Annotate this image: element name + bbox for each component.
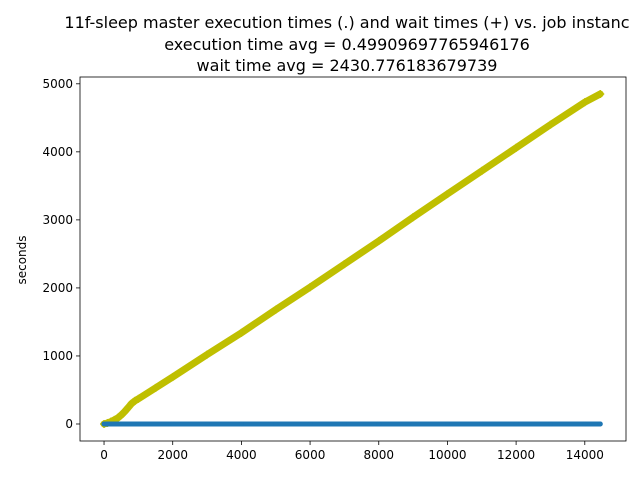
x-tick-label: 6000 (295, 448, 326, 462)
data-point (582, 421, 588, 427)
data-point (547, 421, 553, 427)
data-point (101, 421, 107, 427)
data-point (596, 90, 605, 99)
data-point (374, 236, 383, 245)
data-point (120, 407, 129, 416)
series-band (100, 90, 604, 428)
data-point (307, 421, 313, 427)
title-line: 11f-sleep master execution times (.) and… (64, 13, 629, 32)
x-tick-label: 8000 (363, 448, 394, 462)
y-tick-label: 1000 (42, 349, 73, 363)
data-point (443, 190, 452, 199)
x-tick-label: 4000 (226, 448, 257, 462)
y-tick-label: 3000 (42, 213, 73, 227)
x-tick-label: 12000 (497, 448, 535, 462)
data-point (124, 403, 133, 412)
title-line: execution time avg = 0.49909697765946176 (164, 35, 530, 54)
series-0 (100, 90, 605, 428)
data-point (479, 421, 485, 427)
data-point (134, 394, 143, 403)
y-axis-label: seconds (15, 235, 29, 284)
data-point (410, 421, 416, 427)
data-point (513, 421, 519, 427)
data-point (135, 421, 141, 427)
y-tick-label: 5000 (42, 77, 73, 91)
plot-frame (79, 76, 627, 442)
data-point (512, 143, 521, 152)
axes: 0 2000 4000 6000 8000 10000 12000 14000 0 1000 200… (42, 76, 627, 462)
data-point (409, 213, 418, 222)
data-point (477, 166, 486, 175)
data-point (546, 120, 555, 129)
data-point (237, 328, 246, 337)
data-point (204, 421, 210, 427)
data-point (444, 421, 450, 427)
data-point (203, 350, 212, 359)
x-tick-label: 2000 (157, 448, 188, 462)
y-tick-label: 2000 (42, 281, 73, 295)
chart-title: 11f-sleep master execution times (.) and… (64, 13, 629, 75)
title-line: wait time avg = 2430.776183679739 (197, 56, 498, 75)
plot-area (100, 90, 605, 428)
data-point (151, 383, 160, 392)
y-tick-label: 0 (65, 417, 73, 431)
data-point (273, 421, 279, 427)
data-point (376, 421, 382, 427)
series-1 (101, 421, 603, 427)
x-tick-label: 14000 (566, 448, 604, 462)
data-point (340, 260, 349, 269)
x-tick-label: 10000 (428, 448, 466, 462)
x-tick-label: 0 (100, 448, 108, 462)
data-point (168, 373, 177, 382)
data-point (597, 421, 603, 427)
data-point (341, 421, 347, 427)
data-point (271, 305, 280, 314)
data-point (170, 421, 176, 427)
data-point (238, 421, 244, 427)
y-tick-label: 4000 (42, 145, 73, 159)
data-point (306, 283, 315, 292)
data-point (580, 98, 589, 107)
